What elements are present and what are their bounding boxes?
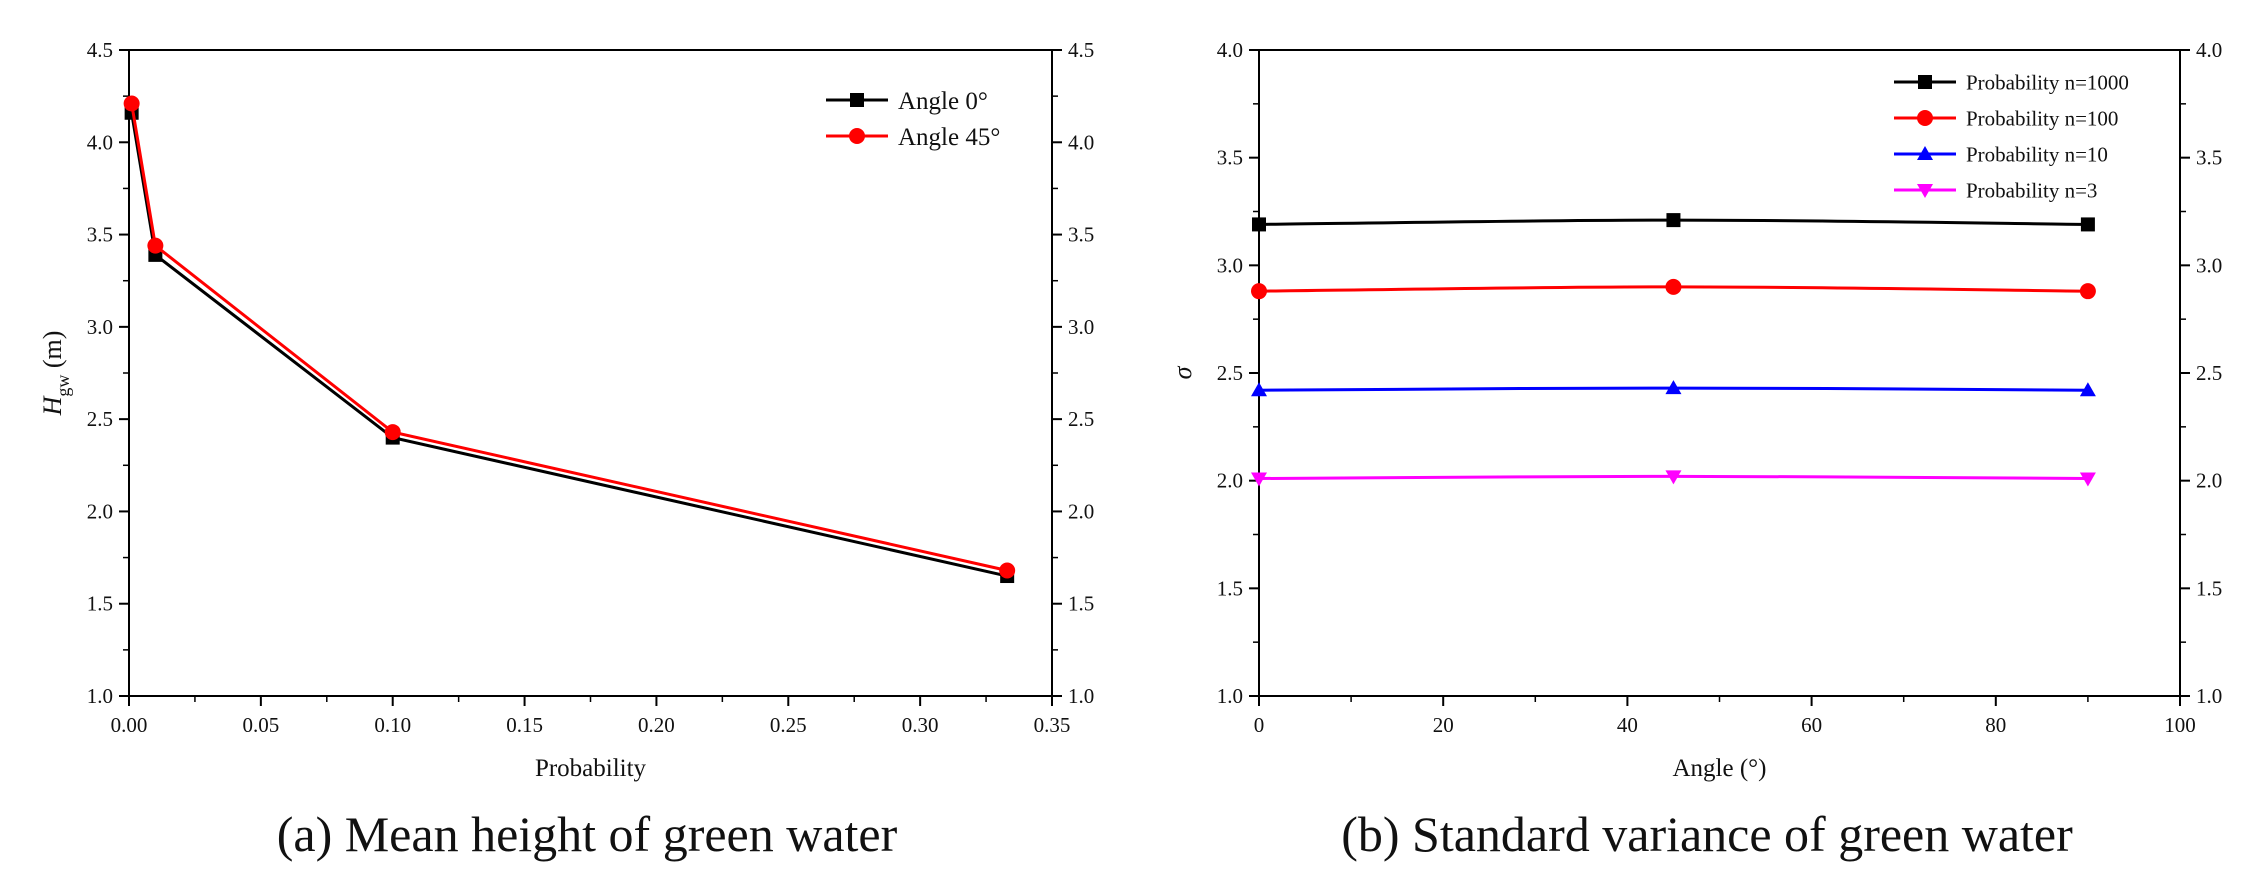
y-tick-label-left: 2.5	[1217, 361, 1243, 385]
y-tick-label-right: 1.0	[2196, 684, 2222, 708]
y-axis-label: σ	[1168, 365, 1197, 379]
series-3: Probability n=3	[1251, 178, 2097, 487]
data-point	[1665, 380, 1682, 395]
legend-marker	[1917, 110, 1933, 126]
legend-marker	[849, 128, 865, 144]
y-axis-label: Hgw (m)	[38, 331, 73, 417]
x-tick-label: 20	[1433, 713, 1454, 737]
y-tick-label-left: 1.5	[87, 592, 113, 616]
series-line	[130, 103, 1008, 572]
legend-label: Probability n=3	[1966, 178, 2097, 202]
y-tick-label-left: 4.0	[1217, 38, 1243, 62]
data-point	[1252, 217, 1266, 232]
y-tick-label-left: 2.0	[1217, 469, 1243, 493]
legend-marker	[1917, 184, 1933, 198]
legend-marker	[1917, 146, 1933, 160]
y-tick-label-left: 1.0	[87, 684, 113, 708]
legend-label: Angle 0°	[898, 88, 988, 115]
caption-chart-a: (a) Mean height of green water	[276, 806, 898, 862]
y-tick-label-right: 2.5	[2196, 361, 2222, 385]
y-tick-label-right: 2.0	[2196, 469, 2222, 493]
y-tick-label-left: 3.5	[87, 223, 113, 247]
data-point	[123, 95, 140, 112]
x-tick-label: 60	[1801, 713, 1822, 737]
series-1: Probability n=100	[1251, 106, 2118, 300]
y-tick-label-left: 4.0	[87, 130, 113, 154]
series-0: Angle 0°	[124, 88, 1015, 584]
caption-chart-b: (b) Standard variance of green water	[1341, 806, 2073, 862]
data-point	[147, 237, 164, 254]
x-tick-label: 0.05	[242, 713, 279, 737]
y-tick-label-right: 1.0	[1068, 684, 1094, 708]
x-tick-label: 0.15	[506, 713, 543, 737]
legend-label: Probability n=10	[1966, 142, 2108, 166]
data-point	[2079, 283, 2096, 300]
data-point	[1251, 382, 1267, 397]
x-tick-label: 80	[1985, 713, 2006, 737]
y-tick-label-left: 2.5	[87, 407, 113, 431]
series-1: Angle 45°	[123, 95, 1016, 579]
data-point	[2079, 382, 2096, 397]
data-point	[1251, 283, 1267, 300]
series-2: Probability n=10	[1251, 142, 2108, 397]
y-tick-label-right: 3.0	[2196, 253, 2222, 277]
y-tick-label-right: 4.5	[1068, 38, 1094, 62]
x-tick-label: 40	[1617, 713, 1638, 737]
x-tick-label: 0	[1254, 713, 1265, 737]
y-tick-label-left: 4.5	[87, 38, 113, 62]
y-tick-label-right: 3.5	[2196, 146, 2222, 170]
x-axis-label: Probability	[535, 755, 647, 782]
legend-label: Probability n=100	[1966, 106, 2118, 130]
y-tick-label-left: 3.0	[87, 315, 113, 339]
legend-label: Probability n=1000	[1966, 70, 2129, 94]
data-point	[999, 562, 1016, 579]
x-tick-label: 0.00	[111, 713, 148, 737]
x-tick-label: 100	[2164, 713, 2196, 737]
x-tick-label: 0.20	[638, 713, 675, 737]
y-tick-label-right: 3.0	[1068, 315, 1094, 339]
series-line	[130, 112, 1008, 578]
x-tick-label: 0.35	[1034, 713, 1071, 737]
data-point	[1251, 472, 1267, 487]
series-0: Probability n=1000	[1252, 70, 2129, 232]
data-point	[1665, 470, 1682, 485]
y-tick-label-left: 1.0	[1217, 684, 1243, 708]
y-tick-label-right: 4.0	[2196, 38, 2222, 62]
y-tick-label-right: 4.0	[1068, 130, 1094, 154]
data-point	[384, 424, 401, 441]
x-tick-label: 0.10	[374, 713, 411, 737]
y-tick-label-right: 2.5	[1068, 407, 1094, 431]
y-tick-label-left: 1.5	[1217, 576, 1243, 600]
data-point	[2080, 217, 2095, 232]
y-tick-label-left: 3.5	[1217, 146, 1243, 170]
chart-a: 0.00 0.05 0.10 0.15 0.20 0.25 0.30 0.35 1.0 1.0 1.…	[38, 38, 1094, 782]
legend-marker	[850, 93, 864, 107]
x-tick-label: 0.25	[770, 713, 807, 737]
data-point	[2079, 472, 2096, 487]
y-tick-label-right: 3.5	[1068, 223, 1094, 247]
data-point	[1666, 213, 1681, 228]
y-tick-label-right: 2.0	[1068, 499, 1094, 523]
legend-label: Angle 45°	[898, 124, 1000, 151]
legend-marker	[1918, 75, 1932, 89]
y-tick-label-right: 1.5	[2196, 576, 2222, 600]
y-tick-label-left: 2.0	[87, 499, 113, 523]
y-tick-label-left: 3.0	[1217, 253, 1243, 277]
x-tick-label: 0.30	[902, 713, 939, 737]
data-point	[1665, 278, 1682, 295]
y-tick-label-right: 1.5	[1068, 592, 1094, 616]
x-axis-label: Angle (°)	[1673, 755, 1767, 782]
